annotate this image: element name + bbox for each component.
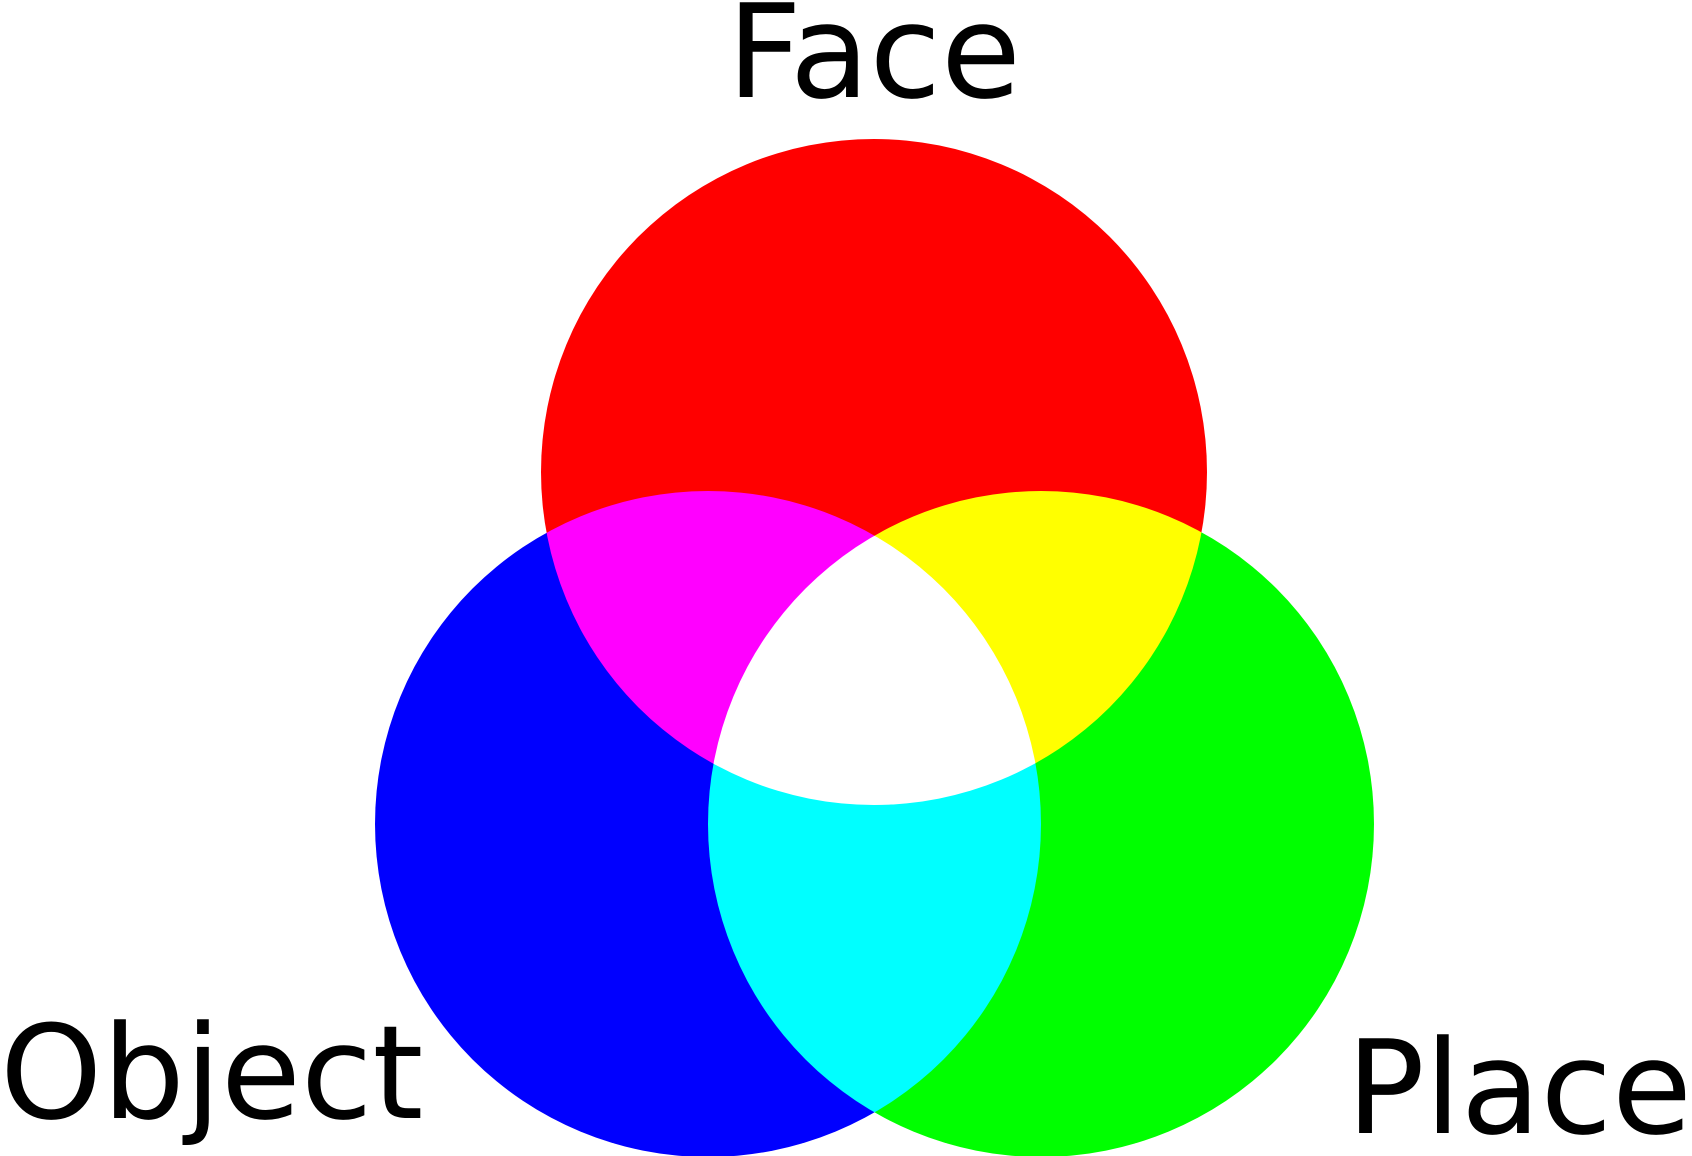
object-label: Object xyxy=(0,997,423,1149)
face-label: Face xyxy=(727,0,1021,128)
face-circle xyxy=(541,139,1207,805)
place-label: Place xyxy=(1346,1012,1692,1156)
